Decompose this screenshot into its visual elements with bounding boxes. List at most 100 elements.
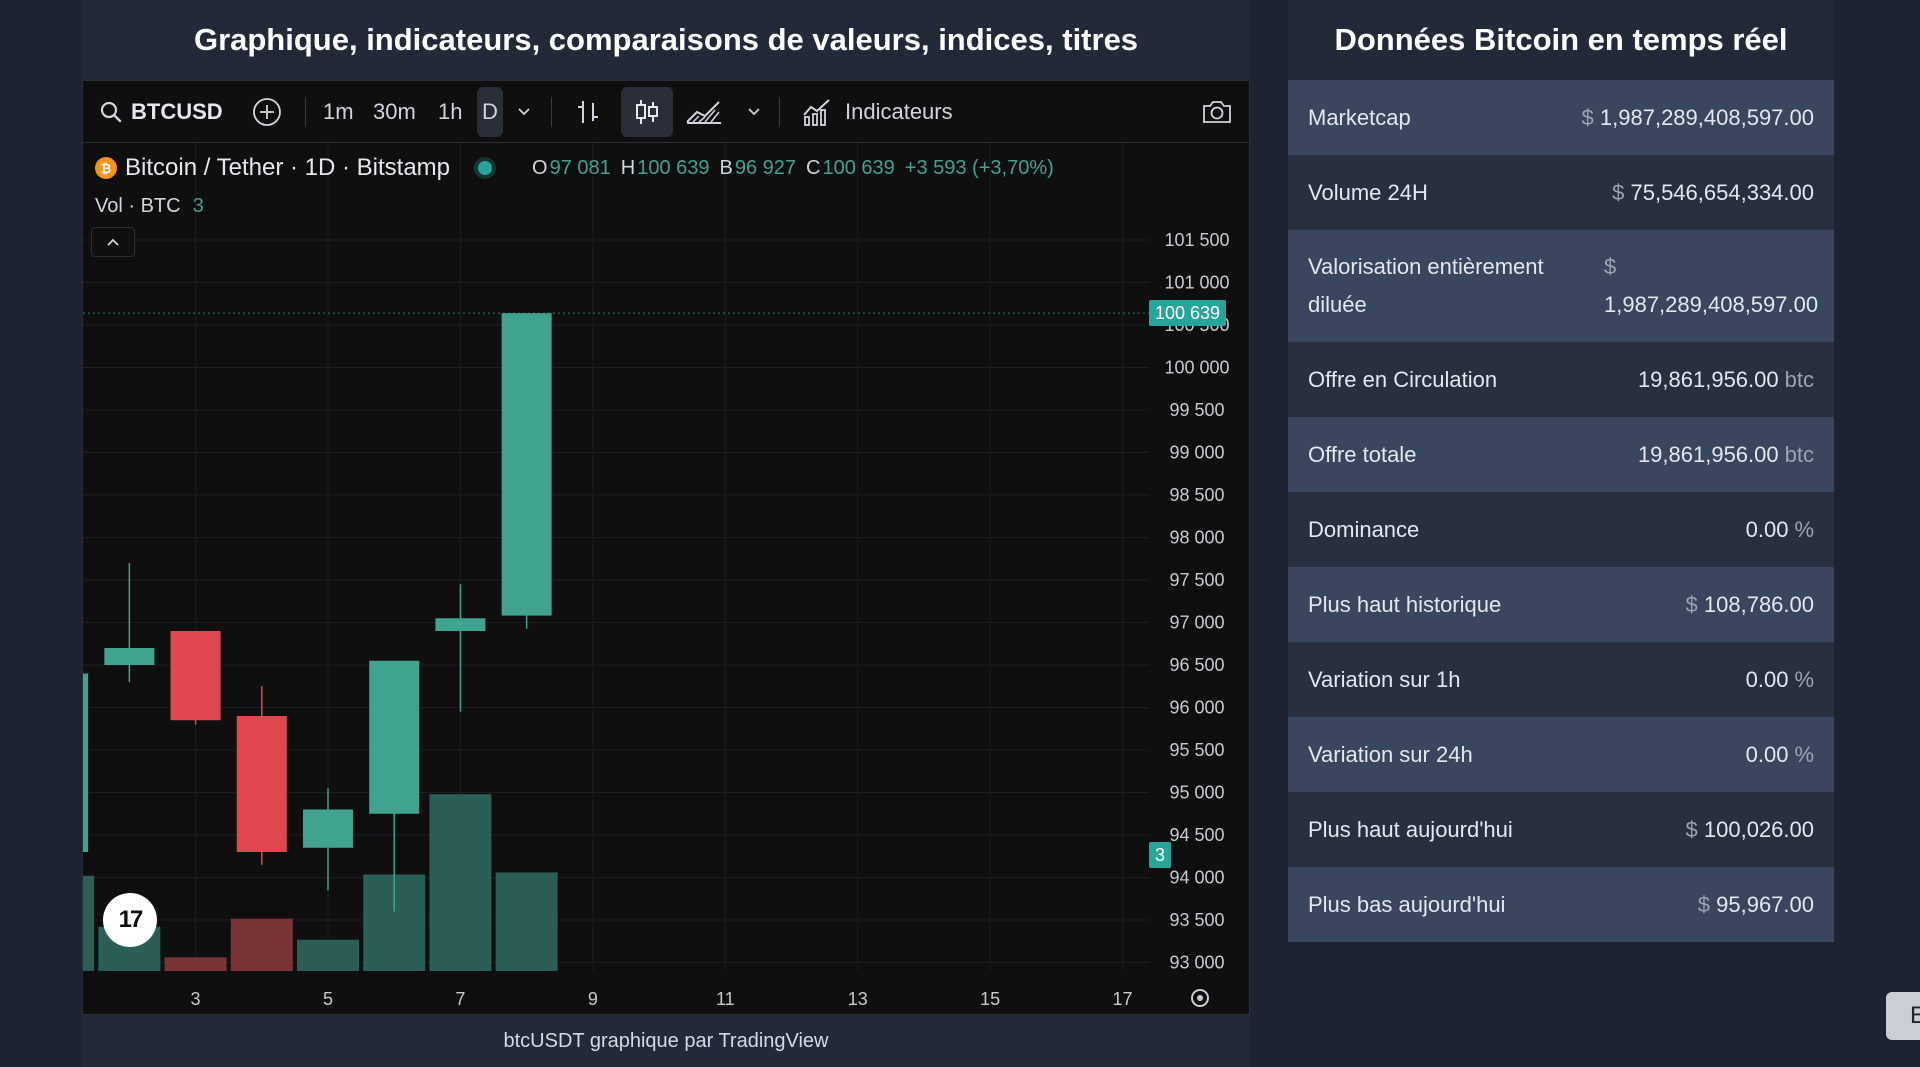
change-value: +3 593 (+3,70%) bbox=[904, 156, 1054, 179]
x-tick-label: 13 bbox=[848, 989, 868, 1009]
data-row-value: $ 1,987,289,408,597.00 bbox=[1582, 105, 1814, 131]
floating-button[interactable]: E bbox=[1886, 992, 1920, 1040]
compare-button[interactable] bbox=[251, 81, 283, 143]
data-row: Plus haut historique $ 108,786.00 bbox=[1288, 567, 1834, 642]
numeric-value: 100,026.00 bbox=[1703, 816, 1814, 842]
y-tick-label: 98 500 bbox=[1169, 485, 1224, 505]
currency-prefix: $ bbox=[1581, 104, 1600, 130]
data-row-value: $ 100,026.00 bbox=[1686, 817, 1814, 843]
currency-prefix: $ bbox=[1604, 254, 1617, 279]
low-value: 96 927 bbox=[734, 156, 797, 179]
x-tick-label: 15 bbox=[980, 989, 1000, 1009]
chart-style-dropdown[interactable] bbox=[747, 81, 761, 143]
tradingview-widget[interactable]: BTCUSD 1m 30m 1h D bbox=[82, 80, 1250, 1015]
unit-suffix: btc bbox=[1784, 366, 1814, 392]
y-tick-label: 95 000 bbox=[1169, 783, 1224, 803]
currency-prefix: $ bbox=[1685, 816, 1704, 842]
numeric-value: 0.00 bbox=[1745, 741, 1789, 767]
settings-icon bbox=[1191, 989, 1209, 1007]
y-tick-label: 98 000 bbox=[1169, 528, 1224, 548]
numeric-value: 108,786.00 bbox=[1703, 591, 1814, 617]
bar-style-button[interactable] bbox=[575, 81, 601, 143]
y-tick-label: 101 500 bbox=[1164, 230, 1229, 250]
volume-bar bbox=[495, 872, 558, 971]
active-interval-bg bbox=[477, 87, 503, 137]
data-row-value: 0.00% bbox=[1746, 667, 1814, 693]
numeric-value: 75,546,654,334.00 bbox=[1630, 179, 1814, 205]
y-tick-label: 99 500 bbox=[1169, 400, 1224, 420]
y-tick-label: 94 500 bbox=[1169, 825, 1224, 845]
interval-1m[interactable]: 1m bbox=[323, 99, 354, 124]
data-row-label: Offre en Circulation bbox=[1308, 366, 1498, 392]
chart-toolbar: BTCUSD 1m 30m 1h D bbox=[83, 81, 1249, 143]
unit-suffix: % bbox=[1794, 666, 1814, 692]
camera-icon bbox=[1203, 101, 1231, 123]
data-row-label: Plus bas aujourd'hui bbox=[1308, 891, 1506, 917]
interval-dropdown[interactable] bbox=[517, 81, 531, 143]
interval-d[interactable]: D bbox=[482, 99, 498, 124]
bars-icon bbox=[578, 101, 598, 123]
snapshot-button[interactable] bbox=[1201, 81, 1233, 143]
numeric-value: 95,967.00 bbox=[1716, 891, 1814, 917]
data-row-value: $ 1,987,289,408,597.00 bbox=[1604, 248, 1818, 324]
volume-legend: Vol · BTC 3 bbox=[95, 191, 204, 221]
volume-bar bbox=[83, 875, 95, 971]
toolbar-divider bbox=[779, 97, 780, 127]
last-volume-badge: 3 bbox=[1149, 842, 1172, 868]
volume-bar bbox=[429, 794, 492, 971]
chevron-up-icon bbox=[107, 238, 119, 246]
data-row-label: Dominance bbox=[1308, 516, 1420, 542]
indicators-label: Indicateurs bbox=[845, 99, 953, 124]
interval-1h[interactable]: 1h bbox=[438, 99, 463, 124]
y-tick-label: 96 000 bbox=[1169, 698, 1224, 718]
data-row-label: Plus haut historique bbox=[1308, 591, 1502, 617]
candle-body bbox=[83, 673, 89, 852]
data-row: Variation sur 1h 0.00% bbox=[1288, 642, 1834, 717]
interval-30m[interactable]: 30m bbox=[373, 99, 416, 124]
close-label: C bbox=[806, 156, 821, 179]
candle-body bbox=[170, 631, 221, 721]
y-tick-label: 97 500 bbox=[1169, 570, 1224, 590]
area-style-button[interactable] bbox=[685, 81, 723, 143]
last-price-badge: 100 639 bbox=[1149, 300, 1227, 327]
candle-body bbox=[501, 313, 552, 616]
open-value: 97 081 bbox=[549, 156, 611, 179]
chart-panel-title: Graphique, indicateurs, comparaisons de … bbox=[193, 22, 1139, 57]
volume-bar bbox=[230, 918, 293, 971]
data-row: Plus bas aujourd'hui $ 95,967.00 bbox=[1288, 867, 1834, 942]
candle-body bbox=[435, 618, 486, 631]
collapse-legend-button[interactable] bbox=[91, 227, 135, 257]
data-row: Plus haut aujourd'hui $ 100,026.00 bbox=[1288, 792, 1834, 867]
y-tick-label: 93 500 bbox=[1169, 910, 1224, 930]
volume-label: Vol · BTC bbox=[95, 194, 181, 217]
y-tick-label: 95 500 bbox=[1169, 740, 1224, 760]
unit-suffix: btc bbox=[1784, 441, 1814, 467]
numeric-value: 19,861,956.00 bbox=[1637, 366, 1779, 392]
symbol-search[interactable]: BTCUSD bbox=[99, 81, 223, 143]
chevron-down-icon bbox=[518, 108, 530, 116]
x-tick-label: 9 bbox=[588, 989, 598, 1009]
chevron-down-icon bbox=[748, 108, 760, 116]
chart-credit[interactable]: btcUSDT graphique par TradingView bbox=[503, 1029, 829, 1052]
data-panel-title: Données Bitcoin en temps réel bbox=[1288, 0, 1834, 80]
data-row-label: Marketcap bbox=[1308, 104, 1411, 130]
add-circle-icon bbox=[253, 98, 281, 126]
data-row-label: Variation sur 1h bbox=[1308, 666, 1461, 692]
data-row-value: 19,861,956.00 btc bbox=[1638, 442, 1814, 468]
indicators-button[interactable]: Indicateurs bbox=[801, 81, 953, 143]
numeric-value: 0.00 bbox=[1745, 516, 1789, 542]
candles-style-button[interactable] bbox=[633, 81, 661, 143]
tradingview-logo[interactable]: 17 bbox=[103, 893, 157, 947]
x-tick-label: 17 bbox=[1113, 989, 1133, 1009]
y-tick-label: 93 000 bbox=[1169, 953, 1224, 973]
data-row-value: $ 95,967.00 bbox=[1698, 892, 1814, 918]
numeric-value: 0.00 bbox=[1745, 666, 1789, 692]
data-row-label: Variation sur 24h bbox=[1308, 741, 1473, 767]
tradingview-logo-text: 17 bbox=[118, 906, 144, 933]
y-tick-label: 101 000 bbox=[1164, 273, 1229, 293]
data-row: Offre totale 19,861,956.00 btc bbox=[1288, 417, 1834, 492]
data-row: Offre en Circulation 19,861,956.00 btc bbox=[1288, 342, 1834, 417]
volume-bar bbox=[164, 957, 227, 971]
